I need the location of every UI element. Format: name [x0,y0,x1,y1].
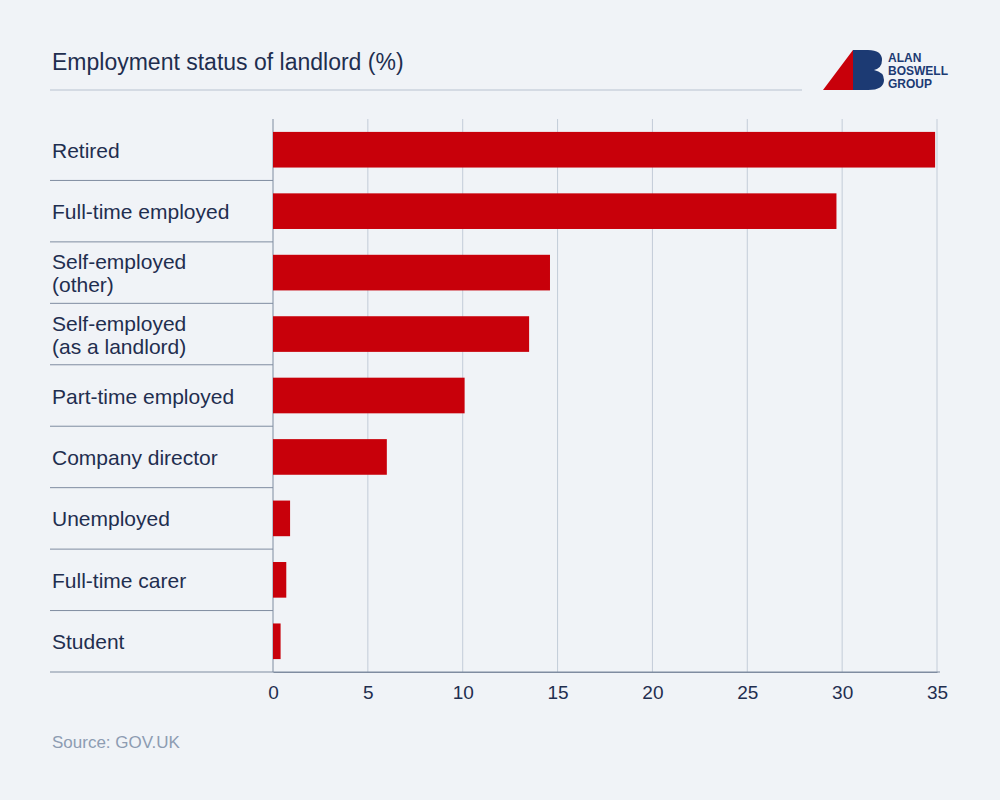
row-separator [50,180,273,181]
grid [273,119,937,672]
grid-line [842,119,843,672]
tick: 5 [363,672,374,703]
category-label: Retired [52,138,120,161]
row-separator [50,241,273,242]
row-separator [50,549,273,550]
x-axis: 0 5 10 15 20 25 30 35 [268,672,948,703]
tick: 30 [832,672,853,703]
logo-shape [823,50,853,90]
tick-label: 5 [363,682,374,703]
category-labels: Retired Full-time employed Self-employed(o… [52,138,234,653]
category-label: Full-time employed [52,200,229,223]
tick: 15 [548,672,569,703]
row-separator [50,487,273,488]
tick-label: 25 [737,682,758,703]
tick: 35 [927,672,948,703]
row-separator [50,426,273,427]
category-label: Part-time employed [52,384,234,407]
row-separator [50,610,273,611]
axis-line [274,672,938,673]
bar [273,562,286,598]
tick-label: 30 [832,682,853,703]
title-rule [50,90,802,91]
tick: 0 [268,672,279,703]
category-label: Student [52,630,125,653]
bars [273,132,935,659]
tick-label: 0 [268,682,279,703]
category-label: Unemployed [52,507,170,530]
bar [273,193,836,229]
row-separator [50,303,273,304]
logo-text: ALAN [888,51,921,65]
background [0,0,1000,800]
logo-shape [853,50,884,90]
chart: Employment status of landlord (%) ALANBOS… [0,0,1000,800]
tick-label: 15 [548,682,569,703]
bar [273,316,529,352]
bar [273,378,465,414]
source: Source: GOV.UK [52,733,181,752]
logo-text: BOSWELL [888,64,948,78]
bar [273,501,290,537]
bar [273,132,935,168]
category-label: Company director [52,445,218,468]
bar [273,439,387,475]
logo: ALANBOSWELLGROUP [823,50,948,91]
row-separators [50,180,940,672]
tick-label: 10 [453,682,474,703]
tick: 10 [453,672,474,703]
bar [273,255,550,291]
logo-text: GROUP [888,77,932,91]
title: Employment status of landlord (%) [52,49,404,75]
grid-line [937,119,938,672]
row-separator [50,364,273,365]
tick-label: 20 [642,682,663,703]
category-label: Self-employed(as a landlord) [52,311,186,357]
tick-label: 35 [927,682,948,703]
tick: 20 [642,672,663,703]
category-label: Self-employed(other) [52,250,186,296]
category-label: Full-time carer [52,568,186,591]
tick: 25 [737,672,758,703]
bar [273,623,281,659]
row-separator [50,672,940,673]
